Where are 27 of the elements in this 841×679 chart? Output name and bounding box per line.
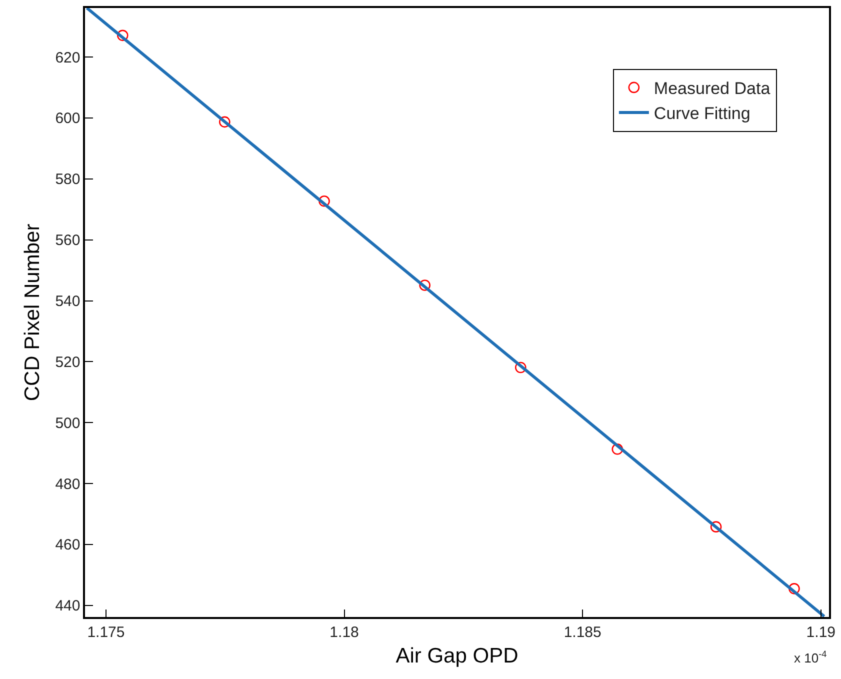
x-tick-label: 1.19 bbox=[806, 624, 836, 641]
point bbox=[318, 196, 330, 207]
y-tick-label: 560 bbox=[55, 232, 80, 250]
x-tick-label: 1.18 bbox=[330, 624, 359, 641]
legend-label: Measured Data bbox=[654, 79, 771, 98]
y-tick-label: 440 bbox=[55, 598, 80, 615]
y-tick-label: 480 bbox=[55, 476, 80, 493]
x-tick-label: 1.185 bbox=[564, 624, 602, 641]
y-tick-label: 580 bbox=[55, 171, 80, 188]
y-axis-title: CCD Pixel Number bbox=[20, 224, 44, 402]
point bbox=[710, 521, 722, 532]
x-axis-title: Air Gap OPD bbox=[396, 644, 518, 668]
y-tick-label: 540 bbox=[55, 293, 80, 310]
y-tick-label: 600 bbox=[55, 110, 80, 128]
text: x 10$^{-4}$ bbox=[794, 649, 827, 666]
y-tick-label: 620 bbox=[55, 49, 80, 66]
legend-label: Curve Fitting bbox=[654, 104, 750, 124]
point bbox=[788, 583, 800, 594]
y-tick-label: 520 bbox=[55, 354, 80, 371]
point bbox=[612, 443, 624, 455]
y-tick-label: 460 bbox=[55, 536, 80, 554]
point bbox=[219, 116, 230, 128]
y-tick-label: 500 bbox=[55, 414, 80, 432]
point bbox=[419, 280, 430, 291]
x-tick-label: 1.175 bbox=[87, 624, 125, 641]
point bbox=[117, 30, 128, 42]
point bbox=[514, 362, 526, 374]
